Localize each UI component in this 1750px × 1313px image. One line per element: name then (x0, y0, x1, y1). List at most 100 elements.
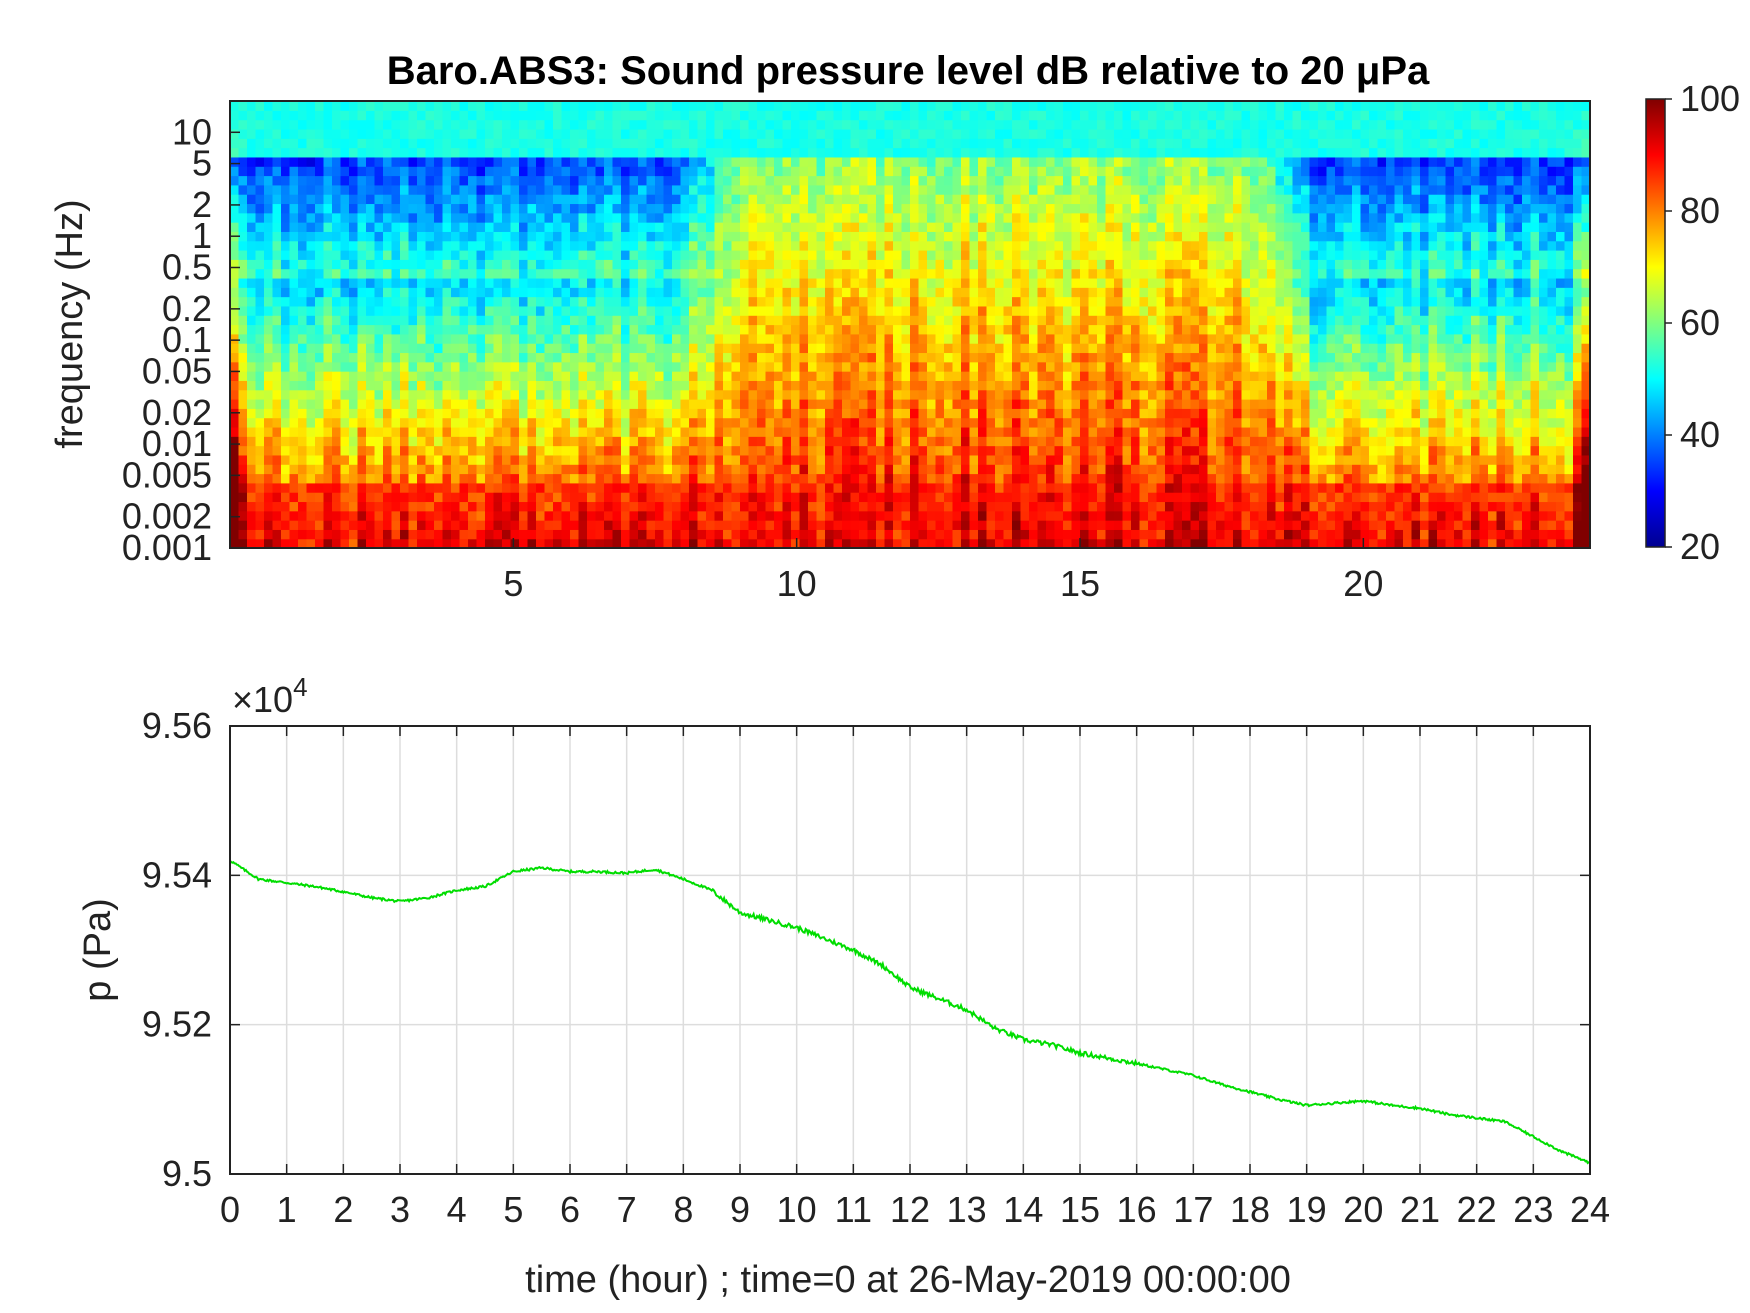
spectrogram-cell (663, 315, 673, 326)
spectrogram-cell (876, 166, 886, 177)
spectrogram-cell (1054, 194, 1064, 205)
spectrogram-cell (255, 352, 265, 363)
spectrogram-cell (638, 417, 648, 428)
spectrogram-cell (774, 110, 784, 121)
spectrogram-cell (425, 464, 435, 475)
spectrogram-cell (774, 501, 784, 512)
spectrogram-cell (247, 119, 257, 130)
spectrogram-cell (655, 119, 665, 130)
spectrogram-cell (646, 305, 656, 316)
spectrogram-cell (825, 166, 835, 177)
spectrogram-cell (1037, 166, 1047, 177)
spectrogram-cell (731, 212, 741, 223)
spectrogram-cell (1105, 240, 1115, 251)
spectrogram-cell (910, 343, 920, 354)
spectrogram-cell (502, 203, 512, 214)
spectrogram-cell (757, 147, 767, 158)
spectrogram-cell (357, 203, 367, 214)
spectrogram-cell (697, 166, 707, 177)
spectrogram-cell (578, 464, 588, 475)
spectrogram-cell (451, 361, 461, 372)
spectrogram-cell (893, 250, 903, 260)
spectrogram-cell (672, 315, 682, 326)
spectrogram-cell (689, 361, 699, 372)
spectrogram-cell (655, 352, 665, 363)
spectrogram-cell (706, 240, 716, 251)
spectrogram-cell (408, 445, 418, 456)
spectrogram-cell (723, 352, 733, 363)
spectrogram-cell (646, 454, 656, 465)
spectrogram-cell (782, 287, 792, 298)
spectrogram-cell (723, 240, 733, 251)
spectrogram-cell (1097, 138, 1107, 149)
spectrogram-cell (910, 324, 920, 335)
spectrogram-cell (561, 352, 571, 363)
spectrogram-cell (417, 175, 427, 186)
spectrogram-cell (944, 510, 954, 521)
spectrogram-cell (1071, 231, 1081, 242)
spectrogram-cell (672, 138, 682, 149)
spectrogram-cell (723, 287, 733, 298)
spectrogram-cell (281, 212, 291, 223)
spectrogram-cell (400, 259, 410, 270)
spectrogram-cell (323, 305, 333, 316)
spectrogram-cell (1037, 259, 1047, 270)
spectrogram-cell (935, 110, 945, 121)
spectrogram-cell (1012, 426, 1022, 437)
spectrogram-cell (1029, 222, 1039, 232)
spectrogram-cell (485, 399, 495, 409)
spectrogram-cell (842, 510, 852, 521)
spectrogram-cell (332, 305, 342, 316)
spectrogram-cell (281, 138, 291, 149)
spectrogram-cell (944, 492, 954, 503)
spectrogram-cell (587, 203, 597, 214)
spectrogram-cell (349, 436, 359, 447)
spectrogram-cell (978, 277, 988, 288)
spectrogram-cell (689, 333, 699, 344)
spectrogram-cell (264, 277, 274, 288)
spectrogram-cell (629, 482, 639, 493)
spectrogram-cell (680, 380, 690, 391)
spectrogram-cell (374, 156, 384, 167)
spectrogram-cell (655, 175, 665, 186)
spectrogram-cell (417, 473, 427, 484)
spectrogram-cell (332, 119, 342, 130)
spectrogram-cell (663, 212, 673, 223)
spectrogram-cell (638, 426, 648, 437)
spectrogram-cell (374, 222, 384, 232)
spectrogram-cell (595, 296, 605, 307)
spectrogram-cell (961, 138, 971, 149)
spectrogram-cell (748, 464, 758, 475)
spectrogram-cell (612, 343, 622, 354)
spectrogram-cell (272, 426, 282, 437)
spectrogram-cell (952, 436, 962, 447)
spectrogram-cell (1012, 138, 1022, 149)
spectrogram-cell (468, 408, 478, 419)
spectrogram-cell (748, 240, 758, 251)
spectrogram-cell (383, 268, 393, 279)
spectrogram-cell (714, 138, 724, 149)
spectrogram-cell (332, 138, 342, 149)
spectrogram-cell (510, 203, 520, 214)
spectrogram-cell (442, 324, 452, 335)
spectrogram-cell (510, 194, 520, 205)
spectrogram-cell (1037, 464, 1047, 475)
spectrogram-cell (927, 212, 937, 223)
spectrogram-cell (476, 520, 486, 530)
spectrogram-cell (697, 529, 707, 540)
spectrogram-cell (876, 296, 886, 307)
spectrogram-cell (323, 324, 333, 335)
spectrogram-cell (621, 352, 631, 363)
spectrogram-cell (1080, 389, 1090, 400)
spectrogram-cell (621, 222, 631, 232)
spectrogram-cell (893, 194, 903, 205)
spectrogram-cell (782, 250, 792, 260)
spectrogram-cell (697, 128, 707, 139)
spectrogram-cell (697, 212, 707, 223)
spectrogram-cell (459, 389, 469, 400)
spectrogram-cell (638, 128, 648, 139)
spectrogram-cell (604, 203, 614, 214)
spectrogram-cell (570, 538, 580, 549)
spectrogram-cell (1046, 212, 1056, 223)
spectrogram-cell (791, 538, 801, 549)
